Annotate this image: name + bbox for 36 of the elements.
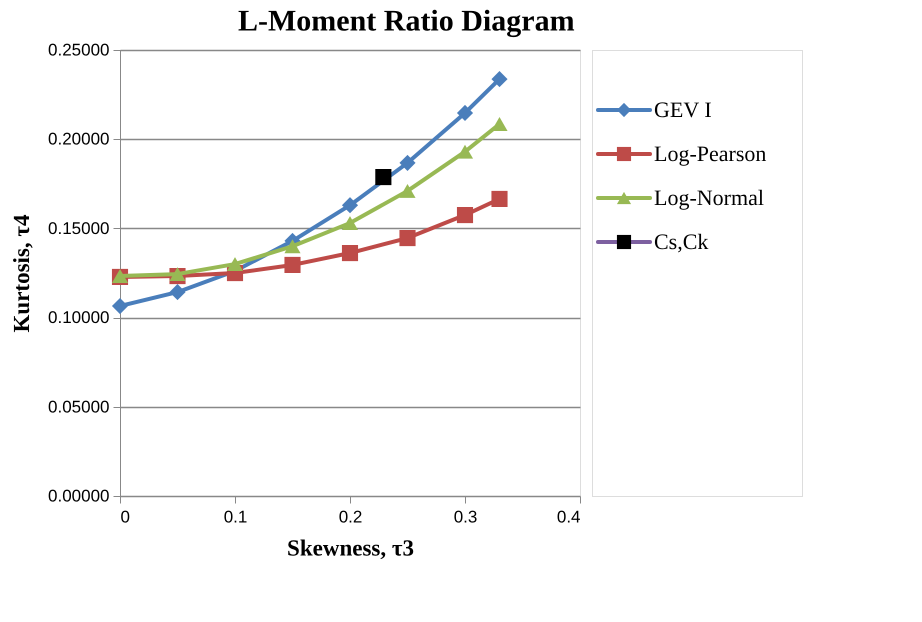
point (342, 244, 358, 262)
point (284, 239, 301, 254)
x-tick-label: 0.2 (338, 508, 362, 526)
y-tick-label: 0.20000 (48, 130, 110, 149)
y-tick-label: 0.05000 (48, 397, 110, 416)
point (169, 267, 186, 282)
x-tick-label: 0.3 (454, 508, 478, 526)
point (342, 216, 358, 230)
legend-label: Log-Pearson (654, 141, 766, 166)
point (491, 71, 508, 88)
x-tick-label: 0.4 (556, 508, 580, 526)
point (399, 184, 416, 198)
legend-label: Cs,Ck (654, 229, 708, 254)
point (112, 298, 128, 314)
point (491, 190, 508, 208)
point (284, 256, 301, 274)
point (456, 206, 474, 224)
legend-label: Log-Normal (654, 185, 764, 210)
y-tick-label: 0.10000 (48, 308, 110, 328)
point (169, 284, 186, 300)
x-tick-label: 0 (120, 508, 130, 526)
point (399, 230, 416, 246)
point (226, 257, 244, 272)
x-tick-label: 0.1 (224, 508, 248, 526)
x-axis-title: Skewness, τ3 (287, 536, 414, 560)
y-axis-title: Kurtosis, τ4 (9, 214, 34, 332)
point (342, 197, 358, 214)
y-tick-label: 0.25000 (48, 40, 110, 60)
y-tick-label: 0.00000 (48, 486, 110, 506)
point (399, 154, 416, 171)
point (456, 104, 474, 122)
chart-title: L-Moment Ratio Diagram (238, 4, 575, 38)
y-tick-label: 0.15000 (48, 218, 110, 238)
point (375, 168, 392, 186)
point (456, 144, 474, 159)
legend-label: GEV I (654, 97, 712, 122)
